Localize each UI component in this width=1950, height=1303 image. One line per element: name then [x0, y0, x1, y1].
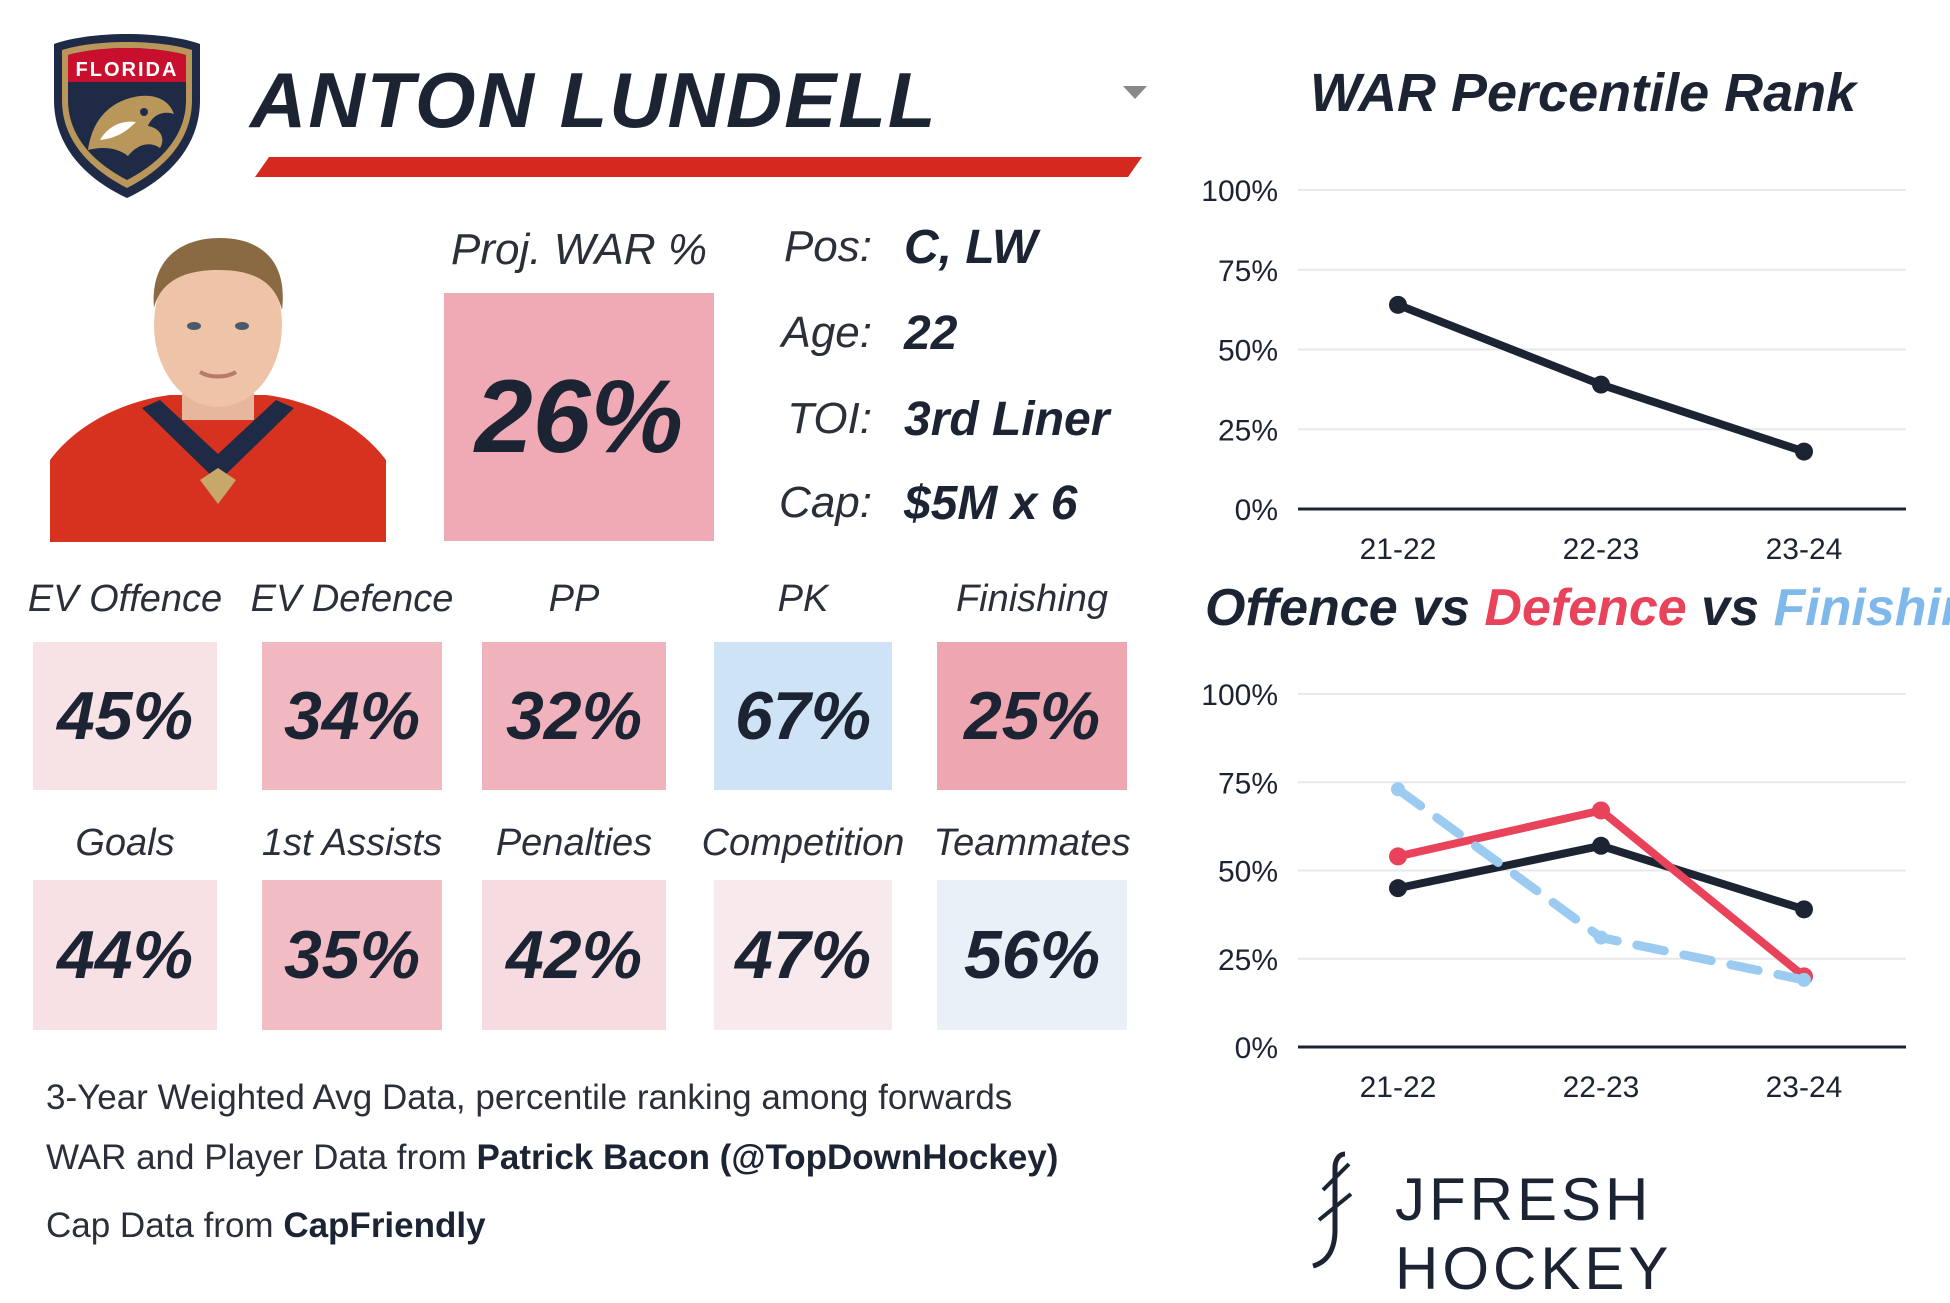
stat-box-pp: 32%: [482, 642, 666, 790]
stat-label-penalties: Penalties: [495, 822, 653, 864]
projected-war-box: 26%: [444, 293, 714, 541]
footer-cap-source-prefix: Cap Data from: [46, 1206, 284, 1245]
stat-label-competition: Competition: [701, 822, 905, 864]
offence-defence-finishing-chart: 0% 25% 50% 75% 100% 21-22 22-23 23-24: [1201, 679, 1906, 1104]
footer-cap-source: Cap Data from CapFriendly: [46, 1206, 486, 1246]
stat-box-penalties: 42%: [482, 880, 666, 1030]
brand-name: JFRESH HOCKEY: [1395, 1166, 1673, 1302]
x-tick-label: 21-22: [1360, 533, 1437, 566]
player-name: ANTON LUNDELL: [250, 56, 938, 144]
title-part-2: Defence: [1484, 579, 1687, 637]
bio-value-toi: 3rd Liner: [904, 393, 1110, 446]
stat-value-ev-defence: 34%: [283, 678, 421, 754]
series-2-point-2: [1797, 972, 1811, 987]
name-underline-bar: [255, 157, 1143, 177]
series-1-point-0: [1389, 847, 1407, 866]
stat-box-pk: 67%: [714, 642, 892, 790]
series-0-point-2: [1795, 900, 1813, 919]
stat-value-ev-offence: 45%: [56, 678, 194, 754]
x-tick-label: 22-23: [1563, 533, 1640, 566]
title-part-4: Finishing: [1773, 579, 1950, 637]
stat-value-penalties: 42%: [505, 917, 643, 993]
y-tick-label: 50%: [1218, 856, 1278, 889]
dropdown-caret-icon[interactable]: [1123, 86, 1147, 99]
bio-label-toi: TOI:: [787, 394, 872, 443]
stat-value-teammates: 56%: [963, 917, 1101, 993]
x-tick-label: 22-23: [1563, 1071, 1640, 1104]
stat-box-finishing: 25%: [937, 642, 1127, 790]
title-part-1: vs: [1397, 579, 1485, 637]
series-0-point-0: [1389, 879, 1407, 898]
brand-logo-icon: [1312, 1151, 1353, 1269]
y-tick-label: 25%: [1218, 944, 1278, 977]
stat-label-teammates: Teammates: [933, 822, 1131, 864]
war-chart-title: WAR Percentile Rank: [1310, 63, 1857, 123]
projected-war-value: 26%: [474, 358, 684, 475]
stat-label-finishing: Finishing: [955, 578, 1109, 620]
war-percentile-chart: 0% 25% 50% 75% 100% 21-22 22-23 23-24: [1201, 175, 1906, 566]
y-tick-label: 0%: [1235, 494, 1278, 527]
stat-label-ev-offence: EV Offence: [27, 578, 223, 620]
footer-war-source-name: Patrick Bacon (@TopDownHockey): [476, 1138, 1059, 1177]
x-tick-label: 21-22: [1360, 1071, 1437, 1104]
bio-value-age: 22: [904, 307, 958, 360]
stat-label-1st-assists: 1st Assists: [261, 822, 443, 864]
offence-defence-finishing-title: Offence vs Defence vs Finishing: [1205, 578, 1950, 638]
stat-box-ev-defence: 34%: [262, 642, 442, 790]
stat-value-pk: 67%: [734, 678, 872, 754]
stat-label-goals: Goals: [75, 822, 175, 864]
y-tick-label: 75%: [1218, 255, 1278, 288]
footer-cap-source-name: CapFriendly: [283, 1206, 486, 1245]
stat-label-ev-defence: EV Defence: [250, 578, 454, 620]
series-0-point-0: [1389, 295, 1407, 314]
title-part-3: vs: [1686, 579, 1774, 637]
stat-label-pk: PK: [777, 578, 829, 620]
y-tick-label: 100%: [1201, 175, 1278, 208]
stat-label-pp: PP: [548, 578, 600, 620]
series-1-point-1: [1592, 801, 1610, 820]
y-tick-label: 50%: [1218, 335, 1278, 368]
x-tick-label: 23-24: [1766, 1071, 1843, 1104]
footer-war-source: WAR and Player Data from Patrick Bacon (…: [46, 1138, 1058, 1178]
title-part-0: Offence: [1205, 579, 1398, 637]
series-2-point-0: [1391, 782, 1405, 797]
stat-value-pp: 32%: [505, 678, 643, 754]
series-0-point-2: [1795, 442, 1813, 461]
series-2-point-1: [1594, 930, 1608, 945]
y-tick-label: 25%: [1218, 414, 1278, 447]
stat-value-finishing: 25%: [963, 678, 1101, 754]
team-badge-text: FLORIDA: [76, 59, 179, 81]
stat-box-goals: 44%: [33, 880, 217, 1030]
stat-value-goals: 44%: [56, 917, 194, 993]
series-0-point-1: [1592, 836, 1610, 855]
y-tick-label: 75%: [1218, 767, 1278, 800]
stat-box-competition: 47%: [714, 880, 892, 1030]
series-line-0: [1394, 841, 1808, 914]
player-headshot: [50, 238, 386, 542]
stat-box-1st-assists: 35%: [262, 880, 442, 1030]
bio-value-pos: C, LW: [904, 221, 1038, 274]
stat-box-teammates: 56%: [937, 880, 1127, 1030]
bio-value-cap: $5M x 6: [904, 477, 1078, 530]
stat-value-competition: 47%: [734, 917, 872, 993]
bio-label-cap: Cap:: [779, 478, 872, 527]
y-tick-label: 100%: [1201, 679, 1278, 712]
projected-war-label: Proj. WAR %: [451, 225, 707, 274]
footer-war-source-prefix: WAR and Player Data from: [46, 1138, 477, 1177]
stat-value-1st-assists: 35%: [283, 917, 421, 993]
x-tick-label: 23-24: [1766, 533, 1843, 566]
team-logo: FLORIDA: [54, 34, 200, 198]
bio-label-pos: Pos:: [783, 222, 872, 271]
series-0-point-1: [1592, 375, 1610, 394]
footer-note: 3-Year Weighted Avg Data, percentile ran…: [46, 1078, 1013, 1117]
bio-label-age: Age:: [781, 308, 872, 357]
y-tick-label: 0%: [1235, 1032, 1278, 1065]
stat-box-ev-offence: 45%: [33, 642, 217, 790]
